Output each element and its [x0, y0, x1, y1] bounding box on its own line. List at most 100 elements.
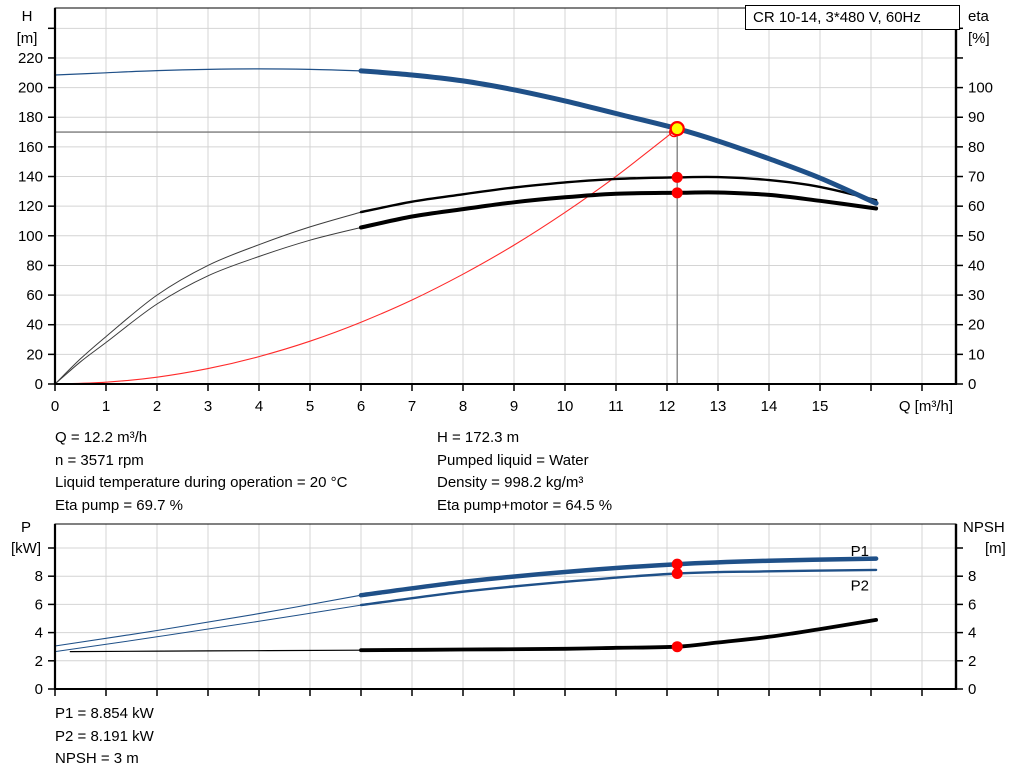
operating-data-left: Q = 12.2 m³/h n = 3571 rpm Liquid temper… [55, 427, 347, 517]
y-left-tick-label: 200 [18, 80, 43, 97]
y-left-tick-label: 0 [35, 376, 43, 393]
footer-line-npsh: NPSH = 3 m [55, 750, 139, 767]
y-right-axis-unit: [m] [985, 540, 1006, 557]
power-data: P1 = 8.854 kW P2 = 8.191 kW NPSH = 3 m [55, 703, 154, 771]
eta-total-preview [54, 227, 362, 385]
operating-data-right: H = 172.3 m Pumped liquid = Water Densit… [437, 427, 612, 517]
y-right-tick-label: 60 [968, 198, 985, 215]
y-left-tick-label: 220 [18, 50, 43, 67]
npsh-preview [69, 649, 362, 653]
y-left-tick-label: 140 [18, 169, 43, 186]
p1-label: P1 [851, 543, 869, 560]
y-right-tick-label: 10 [968, 346, 985, 363]
y-right-tick-label: 8 [968, 568, 976, 585]
x-tick-label: 11 [608, 398, 624, 415]
pump-curve [358, 68, 879, 206]
x-tick-label: 7 [408, 398, 416, 415]
y-left-tick-label: 40 [26, 317, 43, 334]
eta-pump-preview [54, 211, 362, 385]
axis-ticks [48, 547, 963, 696]
y-right-tick-label: 100 [968, 80, 993, 97]
axis-ticks [48, 27, 963, 391]
chart-title-box: CR 10-14, 3*480 V, 60Hz [745, 5, 960, 30]
y-left-tick-label: 80 [26, 257, 43, 274]
eta-pump-point [671, 171, 683, 183]
p2-curve [359, 568, 878, 607]
y-right-tick-label: 30 [968, 287, 985, 304]
npsh-curve [359, 618, 878, 653]
y-right-tick-label: 0 [968, 376, 976, 393]
x-tick-label: 5 [306, 398, 314, 415]
tick-labels: 0204060801001201401601802002200102030405… [18, 50, 993, 415]
axis-headers: H [m] eta [%] Q [m³/h] [17, 8, 990, 415]
y-left-tick-label: 0 [35, 681, 43, 698]
info-line-eta: Eta pump = 69.7 % [55, 496, 183, 514]
p2-point [671, 568, 683, 580]
info-line-n: n = 3571 rpm [55, 451, 144, 469]
gridlines [55, 524, 956, 689]
info-line-temp: Liquid temperature during operation = 20… [55, 474, 348, 491]
p1-curve [358, 556, 879, 598]
tick-labels: 0 2 4 6 8 0 2 4 6 8 [35, 568, 977, 698]
x-axis-title: Q [m³/h] [899, 398, 953, 415]
y-right-tick-label: 4 [968, 625, 976, 642]
info-line-q: Q = 12.2 m³/h [55, 429, 148, 446]
footer-line-p2: P2 = 8.191 kW [55, 727, 154, 745]
y-left-axis-unit: [kW] [11, 540, 41, 557]
plot-frame [54, 523, 957, 690]
duty-point-marker [669, 121, 685, 137]
y-right-axis-title: NPSH [963, 519, 1005, 536]
y-right-axis-title: eta [968, 8, 990, 25]
eta-pump-curve [359, 175, 878, 214]
x-tick-label: 2 [153, 398, 161, 415]
x-tick-label: 6 [357, 398, 365, 415]
y-left-tick-label: 120 [18, 198, 43, 215]
y-left-tick-label: 60 [26, 287, 43, 304]
x-tick-label: 3 [204, 398, 212, 415]
y-left-axis-title: P [21, 519, 31, 536]
y-right-tick-label: 80 [968, 139, 985, 156]
p1-point [671, 558, 683, 570]
x-tick-label: 4 [255, 398, 263, 415]
x-tick-label: 8 [459, 398, 467, 415]
y-left-tick-label: 4 [35, 625, 43, 642]
y-left-tick-label: 2 [35, 653, 43, 670]
y-right-tick-label: 50 [968, 228, 985, 245]
x-tick-label: 15 [812, 398, 829, 415]
npsh-point [671, 641, 683, 653]
y-left-tick-label: 20 [26, 346, 43, 363]
y-left-tick-label: 8 [35, 568, 43, 585]
y-left-tick-label: 180 [18, 109, 43, 126]
y-right-tick-label: 20 [968, 317, 985, 334]
plot-frame [54, 7, 957, 385]
y-left-tick-label: 100 [18, 228, 43, 245]
info-line-liquid: Pumped liquid = Water [437, 451, 589, 469]
y-right-tick-label: 2 [968, 653, 976, 670]
x-tick-label: 10 [557, 398, 574, 415]
p2-label: P2 [851, 577, 869, 594]
footer-line-p1: P1 = 8.854 kW [55, 705, 154, 722]
info-line-eta-tot: Eta pump+motor = 64.5 % [437, 496, 613, 514]
gridlines [55, 8, 956, 384]
x-tick-label: 12 [659, 398, 676, 415]
x-tick-label: 1 [102, 398, 110, 415]
x-tick-label: 0 [51, 398, 59, 415]
y-left-axis-unit: [m] [17, 30, 38, 47]
y-left-axis-title: H [22, 8, 33, 25]
axis-headers: P [kW] NPSH [m] [11, 519, 1006, 557]
p2-preview [54, 604, 362, 653]
power-chart: 0 2 4 6 8 0 2 4 6 8 P [kW] NPSH [m] P1 P2 [11, 519, 1006, 698]
eta-total-curve [359, 190, 879, 230]
info-line-h: H = 172.3 m [437, 429, 520, 446]
x-tick-label: 13 [710, 398, 727, 415]
y-right-axis-unit: [%] [968, 30, 990, 47]
y-right-tick-label: 70 [968, 169, 985, 186]
p1-preview [54, 594, 362, 647]
eta-total-point [671, 187, 683, 199]
y-right-tick-label: 0 [968, 681, 976, 698]
info-line-density: Density = 998.2 kg/m³ [437, 474, 584, 491]
y-left-tick-label: 160 [18, 139, 43, 156]
y-right-tick-label: 40 [968, 257, 985, 274]
